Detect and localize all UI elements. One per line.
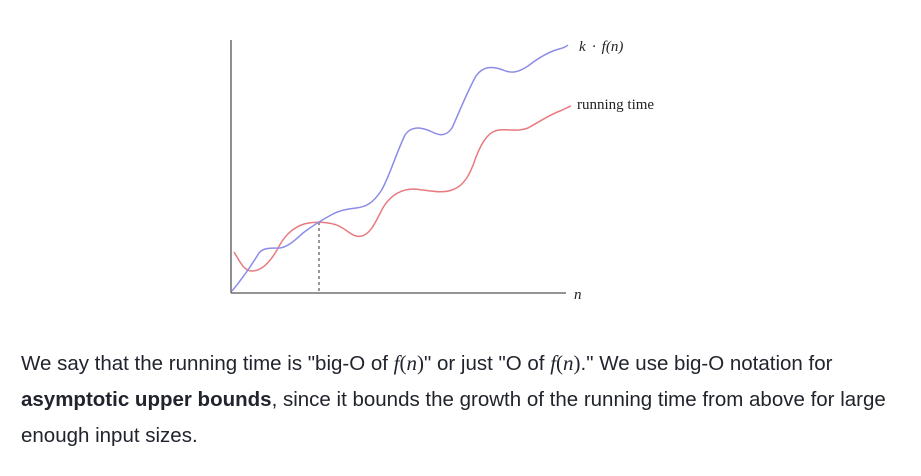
paragraph-text-4: , since it bounds the growth of the runn… [21, 388, 886, 447]
paragraph-text-3: ." We use big-O notation for [580, 352, 833, 375]
label-f: f [602, 39, 608, 55]
running-time-curve [233, 105, 572, 272]
math-f-of-n-1: f(n) [394, 351, 424, 375]
label-n: (n) [606, 39, 624, 55]
math-n-1: n [406, 351, 418, 375]
math-n-2: n [563, 351, 574, 375]
math-close-1: ) [417, 351, 424, 375]
paragraph-text-1: We say that the running time is "big-O o… [21, 352, 394, 375]
label-dot: · [592, 39, 597, 55]
math-f-of-n-2: f(n) [550, 351, 580, 375]
big-o-figure: k · f(n) running time n [230, 39, 654, 303]
math-close-2: ) [573, 351, 581, 375]
math-open-1: ( [399, 351, 407, 375]
label-k: k [579, 39, 586, 55]
math-f-1: f [393, 351, 400, 375]
upper-bound-curve [231, 44, 569, 292]
math-f-2: f [550, 351, 557, 375]
explanation-paragraph: We say that the running time is "big-O o… [21, 345, 901, 454]
label-upper-curve: k · f(n) [579, 39, 623, 55]
label-running-time: running time [577, 97, 654, 113]
label-x-axis: n [574, 287, 582, 303]
paragraph-text-2: " or just "O of [424, 352, 551, 375]
math-open-2: ( [556, 351, 564, 375]
asymptotic-upper-bounds-term: asymptotic upper bounds [21, 388, 272, 411]
